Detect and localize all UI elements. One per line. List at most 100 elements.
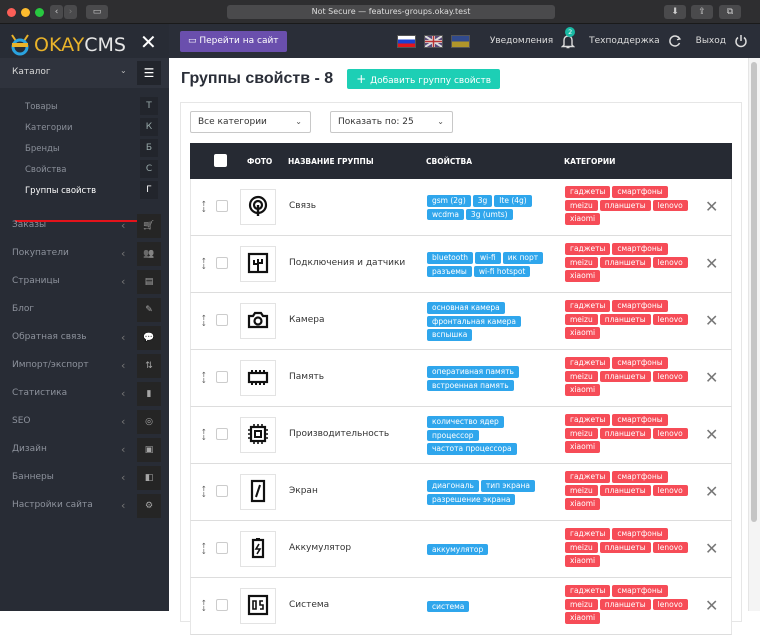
category-tag[interactable]: xiaomi: [565, 327, 601, 339]
drag-handle-icon[interactable]: ↑ ↓: [201, 371, 207, 385]
category-tag[interactable]: lenovo: [652, 541, 688, 553]
drag-handle-icon[interactable]: ↑ ↓: [201, 485, 207, 499]
category-tag[interactable]: гаджеты: [565, 243, 611, 255]
sidebar-menu-item[interactable]: Обратная связь: [12, 332, 87, 342]
drag-handle-icon[interactable]: ↑ ↓: [201, 257, 207, 271]
group-name-link[interactable]: Подключения и датчики: [289, 258, 406, 268]
sidebar-item-1[interactable]: Категории: [25, 123, 73, 133]
category-tag[interactable]: xiaomi: [565, 441, 601, 453]
category-tag[interactable]: lenovo: [652, 598, 688, 610]
maximize-window-button[interactable]: [35, 8, 44, 17]
property-tag[interactable]: частота процессора: [427, 443, 517, 455]
support-link[interactable]: Техподдержка: [589, 36, 660, 46]
category-tag[interactable]: lenovo: [652, 313, 688, 325]
users-icon[interactable]: 👥: [137, 242, 161, 266]
category-tag[interactable]: смартфоны: [612, 300, 668, 312]
category-tag[interactable]: lenovo: [652, 427, 688, 439]
category-tag[interactable]: смартфоны: [612, 414, 668, 426]
sidebar-menu-item[interactable]: Настройки сайта: [12, 500, 93, 510]
property-tag[interactable]: фронтальная камера: [427, 315, 521, 327]
close-sidebar-icon[interactable]: ✕: [140, 30, 157, 54]
category-tag[interactable]: meizu: [565, 484, 598, 496]
category-tag[interactable]: гаджеты: [565, 414, 611, 426]
gear-icon[interactable]: ⚙: [137, 494, 161, 518]
notifications-bell[interactable]: 2: [561, 27, 576, 49]
monitor-icon[interactable]: ▣: [137, 438, 161, 462]
row-checkbox[interactable]: [216, 314, 228, 326]
category-tag[interactable]: meizu: [565, 541, 598, 553]
logout-link[interactable]: Выход: [695, 36, 726, 46]
logo[interactable]: OKAY CMS: [10, 32, 126, 58]
drag-handle-icon[interactable]: ↑ ↓: [201, 314, 207, 328]
category-tag[interactable]: гаджеты: [565, 357, 611, 369]
category-tag[interactable]: гаджеты: [565, 300, 611, 312]
scrollbar-thumb[interactable]: [751, 62, 757, 522]
category-tag[interactable]: xiaomi: [565, 213, 601, 225]
drag-handle-icon[interactable]: ↑ ↓: [201, 542, 207, 556]
category-tag[interactable]: гаджеты: [565, 471, 611, 483]
group-name-link[interactable]: Аккумулятор: [289, 543, 352, 553]
row-checkbox[interactable]: [216, 257, 228, 269]
row-checkbox[interactable]: [216, 428, 228, 440]
category-tag[interactable]: смартфоны: [612, 186, 668, 198]
category-tag[interactable]: гаджеты: [565, 585, 611, 597]
drag-handle-icon[interactable]: ↑ ↓: [201, 200, 207, 214]
support-icon[interactable]: [668, 34, 682, 48]
group-name-link[interactable]: Камера: [289, 315, 325, 325]
flag-en[interactable]: [423, 34, 443, 48]
property-tag[interactable]: система: [427, 600, 470, 612]
property-tag[interactable]: процессор: [427, 429, 479, 441]
category-tag[interactable]: планшеты: [599, 541, 651, 553]
group-name-link[interactable]: Экран: [289, 486, 318, 496]
close-window-button[interactable]: [7, 8, 16, 17]
sidebar-menu-item[interactable]: Заказы: [12, 220, 47, 230]
category-filter-select[interactable]: Все категории ⌄: [190, 111, 311, 133]
property-tag[interactable]: 3g (umts): [465, 208, 513, 220]
sidebar-item-3[interactable]: Свойства: [25, 165, 67, 175]
category-tag[interactable]: планшеты: [599, 199, 651, 211]
category-tag[interactable]: lenovo: [652, 256, 688, 268]
category-tag[interactable]: xiaomi: [565, 498, 601, 510]
property-tag[interactable]: wi-fi hotspot: [473, 265, 531, 277]
category-tag[interactable]: xiaomi: [565, 555, 601, 567]
back-button[interactable]: ‹: [50, 5, 63, 19]
sidebar-menu-item[interactable]: SEO: [12, 416, 31, 426]
category-tag[interactable]: xiaomi: [565, 270, 601, 282]
delete-icon[interactable]: ✕: [705, 311, 719, 330]
notifications-link[interactable]: Уведомления: [489, 36, 554, 46]
property-tag[interactable]: количество ядер: [427, 416, 504, 428]
property-tag[interactable]: основная камера: [427, 302, 505, 314]
sidebar-item-2[interactable]: Бренды: [25, 144, 60, 154]
property-tag[interactable]: bluetooth: [427, 252, 474, 264]
row-checkbox[interactable]: [216, 200, 228, 212]
group-name-link[interactable]: Связь: [289, 201, 317, 211]
row-checkbox[interactable]: [216, 599, 228, 611]
category-tag[interactable]: планшеты: [599, 256, 651, 268]
delete-icon[interactable]: ✕: [705, 197, 719, 216]
category-tag[interactable]: meizu: [565, 256, 598, 268]
delete-icon[interactable]: ✕: [705, 368, 719, 387]
delete-icon[interactable]: ✕: [705, 425, 719, 444]
property-tag[interactable]: разрешение экрана: [427, 493, 516, 505]
category-tag[interactable]: гаджеты: [565, 186, 611, 198]
per-page-select[interactable]: Показать по: 25 ⌄: [330, 111, 453, 133]
delete-icon[interactable]: ✕: [705, 596, 719, 615]
banner-icon[interactable]: ◧: [137, 466, 161, 490]
category-tag[interactable]: meizu: [565, 427, 598, 439]
category-tag[interactable]: планшеты: [599, 427, 651, 439]
category-tag[interactable]: meizu: [565, 199, 598, 211]
category-tag[interactable]: lenovo: [652, 484, 688, 496]
header-name[interactable]: НАЗВАНИЕ ГРУППЫ: [288, 157, 374, 166]
target-icon[interactable]: ◎: [137, 410, 161, 434]
sidebar-menu-item[interactable]: Баннеры: [12, 472, 54, 482]
category-tag[interactable]: meizu: [565, 313, 598, 325]
property-tag[interactable]: 3g: [472, 195, 493, 207]
category-tag[interactable]: планшеты: [599, 370, 651, 382]
property-tag[interactable]: вспышка: [427, 329, 473, 341]
row-checkbox[interactable]: [216, 485, 228, 497]
category-tag[interactable]: гаджеты: [565, 528, 611, 540]
group-name-link[interactable]: Производительность: [289, 429, 390, 439]
property-tag[interactable]: диагональ: [427, 480, 479, 492]
flag-ua[interactable]: [450, 34, 470, 48]
category-tag[interactable]: meizu: [565, 598, 598, 610]
